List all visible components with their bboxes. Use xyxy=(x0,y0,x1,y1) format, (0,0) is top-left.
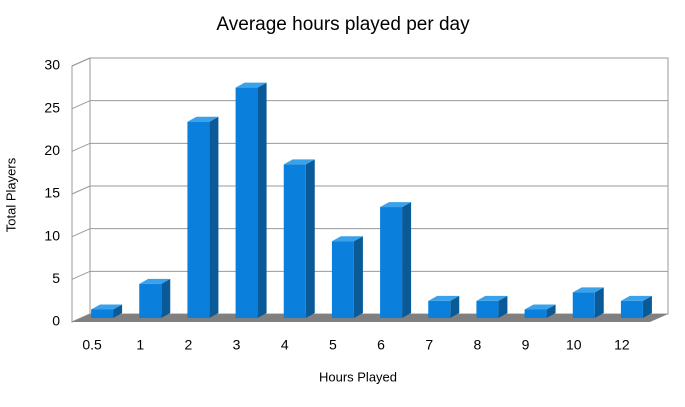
bar-side xyxy=(209,116,219,318)
y-tick-label: 0 xyxy=(52,313,60,329)
grid-line-side xyxy=(71,57,91,67)
y-tick-label: 10 xyxy=(44,227,60,243)
x-tick-label: 10 xyxy=(566,337,582,353)
bar-top xyxy=(380,202,412,208)
x-tick-label: 1 xyxy=(136,337,144,353)
bar-top xyxy=(620,295,652,301)
x-tick-label: 12 xyxy=(614,337,630,353)
grid-line-side xyxy=(71,270,91,280)
bar-top xyxy=(572,287,604,293)
bar-top xyxy=(139,278,171,284)
grid-line-side xyxy=(71,185,91,195)
chart-title: Average hours played per day xyxy=(216,14,470,35)
bar-side xyxy=(546,304,556,318)
grid-line-side xyxy=(71,100,91,110)
bar xyxy=(428,300,451,318)
bar-top xyxy=(331,236,363,242)
grid-line-side xyxy=(71,142,91,152)
x-tick-label: 8 xyxy=(474,337,482,353)
y-tick-label: 15 xyxy=(44,185,60,201)
bar-top xyxy=(187,116,219,122)
bar xyxy=(572,292,595,318)
y-tick-label: 25 xyxy=(44,99,60,115)
y-axis-title: Total Players xyxy=(3,157,18,232)
bar-side xyxy=(450,295,460,318)
x-tick-label: 3 xyxy=(233,337,241,353)
bar xyxy=(331,241,354,318)
floor xyxy=(72,314,668,322)
bar-side xyxy=(594,287,604,318)
x-tick-label: 2 xyxy=(185,337,193,353)
x-tick-label: 5 xyxy=(329,337,337,353)
x-tick-label: 9 xyxy=(522,337,530,353)
x-tick-label: 6 xyxy=(377,337,385,353)
bar xyxy=(380,207,403,318)
bar xyxy=(187,121,210,318)
bar xyxy=(139,283,162,318)
y-tick-label: 30 xyxy=(44,57,60,73)
bar xyxy=(524,309,547,318)
bar xyxy=(476,300,499,318)
y-tick-label: 5 xyxy=(52,270,60,286)
bar-side xyxy=(353,236,363,318)
x-tick-label: 7 xyxy=(425,337,433,353)
bar-top xyxy=(428,295,460,301)
bar-top xyxy=(283,159,315,165)
bar-top xyxy=(524,304,556,310)
bar-side xyxy=(161,278,171,318)
x-tick-label: 0.5 xyxy=(82,337,102,353)
bar-side xyxy=(113,304,123,318)
bar-side xyxy=(498,295,508,318)
bar-top xyxy=(476,295,508,301)
bar-side xyxy=(305,159,315,318)
x-axis-title: Hours Played xyxy=(319,369,397,384)
x-tick-label: 4 xyxy=(281,337,289,353)
bar-side xyxy=(402,202,412,318)
grid-line-side xyxy=(71,228,91,238)
bar-side xyxy=(642,295,652,318)
bar xyxy=(91,309,114,318)
bar-top xyxy=(91,304,123,310)
bar-side xyxy=(257,82,267,318)
bar xyxy=(235,87,258,318)
bar-top xyxy=(235,82,267,88)
y-tick-label: 20 xyxy=(44,142,60,158)
bar xyxy=(283,164,306,318)
bar xyxy=(620,300,643,318)
